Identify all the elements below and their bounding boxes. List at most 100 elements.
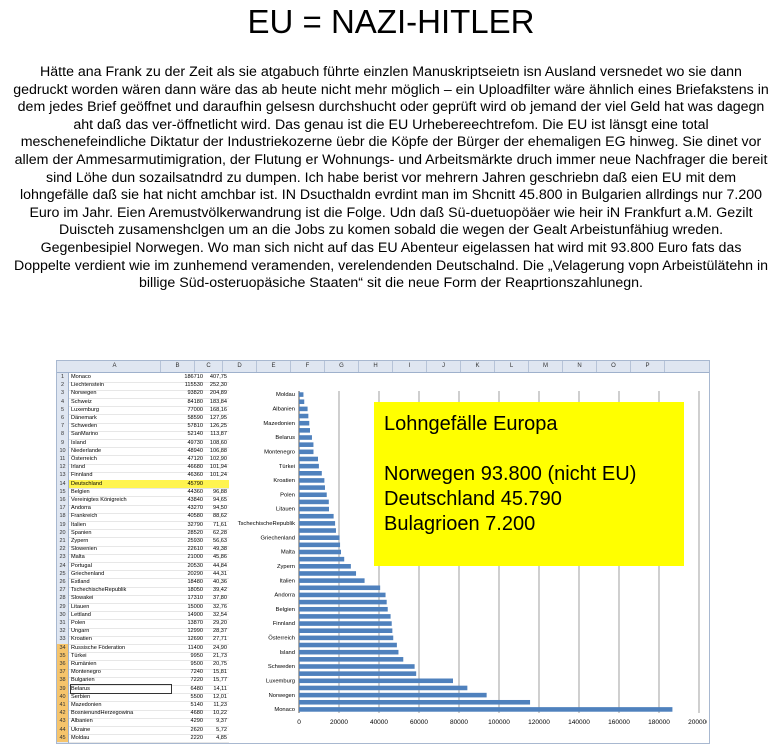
row-number[interactable]: 42	[57, 709, 68, 718]
cell-percent[interactable]: 11,23	[213, 702, 227, 708]
row-number[interactable]: 10	[59, 447, 66, 454]
table-row[interactable]: Andorra 43270 94,50	[69, 504, 229, 514]
row-number[interactable]: 4	[60, 398, 65, 405]
table-row[interactable]: Mazedonien 5140 11,23	[69, 701, 229, 711]
row-number[interactable]: 14	[59, 480, 66, 487]
table-row[interactable]: Schweiz 84180 183,84	[69, 398, 229, 408]
cell-percent[interactable]: 49,38	[213, 546, 227, 553]
table-row[interactable]: Polen 13870 29,20	[69, 619, 229, 629]
cell-country[interactable]: Frankreich	[71, 513, 98, 520]
row-number[interactable]: 31	[59, 620, 66, 626]
cell-percent[interactable]: 10,22	[213, 710, 227, 717]
cell-value[interactable]: 45790	[187, 480, 203, 487]
cell-country[interactable]: Andorra	[71, 505, 91, 512]
cell-country[interactable]: Luxemburg	[71, 406, 99, 413]
cell-percent[interactable]: 102,90	[209, 456, 227, 462]
table-row[interactable]: Albanien 4290 9,37	[69, 717, 229, 727]
cell-percent[interactable]: 39,42	[213, 587, 227, 594]
cell-value[interactable]: 7240	[190, 669, 203, 676]
cell-country[interactable]: Schweden	[71, 423, 98, 430]
row-number[interactable]: 17	[59, 505, 66, 512]
cell-country[interactable]: Türkei	[71, 652, 87, 659]
cell-value[interactable]: 13870	[187, 620, 203, 626]
column-header[interactable]: C	[195, 361, 223, 372]
cell-country[interactable]: TschechischeRepublik	[71, 587, 127, 594]
row-number[interactable]: 7	[60, 423, 65, 430]
cell-percent[interactable]: 127,95	[209, 415, 227, 421]
cell-country[interactable]: Moldau	[71, 734, 90, 741]
cell-country[interactable]: Lettland	[71, 611, 91, 618]
table-row[interactable]: Malta 21000 45,86	[69, 553, 229, 563]
table-row[interactable]: Belgien 44360 96,88	[69, 488, 229, 498]
cell-percent[interactable]: 101,94	[209, 464, 227, 471]
column-header[interactable]: P	[631, 361, 665, 372]
cell-value[interactable]: 28520	[187, 529, 203, 536]
cell-value[interactable]: 48940	[187, 447, 203, 454]
table-row[interactable]: Zypern 25930 56,63	[69, 537, 229, 547]
table-row[interactable]: BosnienundHerzegowina 4680 10,22	[69, 709, 229, 719]
row-number[interactable]: 28	[59, 595, 66, 602]
table-row[interactable]: Slowakei 17310 37,80	[69, 594, 229, 604]
cell-country[interactable]: Belgien	[71, 488, 90, 495]
cell-percent[interactable]: 4,85	[216, 734, 227, 741]
cell-value[interactable]: 25930	[187, 538, 203, 544]
row-number[interactable]: 5	[60, 406, 65, 413]
cell-percent[interactable]: 28,37	[213, 628, 227, 635]
row-number[interactable]: 8	[60, 431, 65, 438]
cell-value[interactable]: 11400	[187, 644, 203, 651]
cell-country[interactable]: Belarus	[70, 683, 172, 695]
cell-value[interactable]: 32790	[187, 521, 203, 528]
column-header[interactable]: B	[161, 361, 195, 372]
table-row[interactable]: Deutschland 45790	[69, 479, 229, 490]
cell-value[interactable]: 46680	[187, 464, 203, 471]
cell-value[interactable]: 58590	[187, 415, 203, 421]
row-number[interactable]: 44	[57, 725, 68, 735]
cell-country[interactable]: Albanien	[71, 718, 93, 725]
cell-value[interactable]: 93820	[187, 390, 203, 397]
cell-country[interactable]: Zypern	[71, 538, 89, 544]
cell-value[interactable]: 14900	[187, 611, 203, 618]
column-header[interactable]: K	[461, 361, 495, 372]
cell-country[interactable]: Spanien	[71, 529, 92, 536]
cell-country[interactable]: Finnland	[71, 472, 93, 479]
row-number[interactable]: 23	[59, 554, 66, 561]
table-row[interactable]: Schweden 57810 126,25	[69, 422, 229, 432]
cell-percent[interactable]: 27,71	[213, 636, 227, 643]
cell-country[interactable]: Ukraine	[71, 726, 91, 733]
cell-percent[interactable]: 44,84	[213, 562, 227, 569]
cell-country[interactable]: Dänemark	[71, 415, 97, 421]
cell-country[interactable]: Russische Föderation	[71, 644, 126, 651]
column-header[interactable]: F	[291, 361, 325, 372]
table-row[interactable]: Russische Föderation 11400 24,90	[69, 644, 229, 654]
table-row[interactable]: Griechenland 20290 44,31	[69, 570, 229, 580]
table-row[interactable]: Monaco 186710 407,75	[69, 373, 229, 383]
cell-value[interactable]: 5500	[190, 693, 203, 700]
cell-percent[interactable]: 183,84	[209, 398, 227, 405]
cell-percent[interactable]: 88,62	[213, 513, 227, 520]
cell-country[interactable]: Vereinigtes Königreich	[71, 497, 127, 503]
row-number[interactable]: 37	[57, 668, 68, 677]
cell-percent[interactable]: 168,16	[209, 406, 227, 413]
table-row[interactable]: Kroatien 12690 27,71	[69, 635, 229, 645]
cell-percent[interactable]: 106,88	[209, 447, 227, 454]
cell-percent[interactable]: 15,77	[213, 677, 227, 684]
cell-percent[interactable]: 45,86	[213, 554, 227, 561]
cell-country[interactable]: SanMarino	[71, 431, 99, 438]
row-number[interactable]: 2	[60, 382, 65, 389]
cell-percent[interactable]: 24,90	[213, 644, 227, 651]
cell-value[interactable]: 9950	[190, 652, 203, 659]
cell-percent[interactable]: 37,80	[213, 595, 227, 602]
row-number[interactable]: 43	[57, 717, 68, 726]
cell-value[interactable]: 15000	[187, 603, 203, 610]
row-number[interactable]: 12	[59, 464, 66, 471]
table-row[interactable]: Lettland 14900 32,54	[69, 611, 229, 621]
column-header[interactable]: O	[597, 361, 631, 372]
row-number[interactable]: 18	[59, 513, 66, 520]
column-header[interactable]: H	[359, 361, 393, 372]
table-row[interactable]: TschechischeRepublik 18050 39,42	[69, 586, 229, 596]
cell-percent[interactable]: 14,11	[213, 685, 227, 692]
cell-percent[interactable]: 32,54	[213, 611, 227, 618]
cell-value[interactable]: 7220	[190, 677, 203, 684]
row-number[interactable]: 6	[60, 415, 65, 421]
table-row[interactable]: Luxemburg 77000 168,16	[69, 406, 229, 416]
